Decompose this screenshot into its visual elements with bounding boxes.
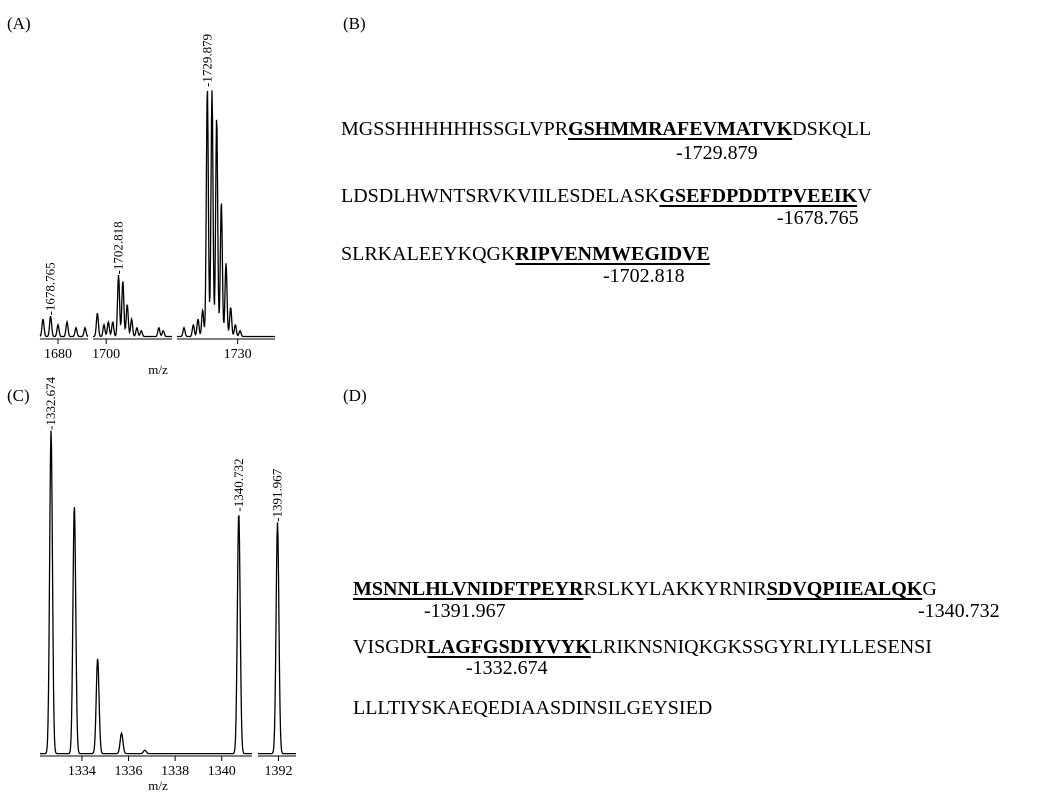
panel-label-b: (B) [343, 14, 366, 33]
x-tick-label: 1680 [44, 347, 72, 362]
sequence-text: SLRKALEEYKQGK [341, 243, 516, 265]
peak-annotation: -1729.879 [199, 34, 214, 87]
sequence-text: DSKQLL [792, 118, 872, 140]
panel-label-c: (C) [7, 386, 30, 405]
sequence-text: LDSDLHWNTSRVKVIILESDELASK [341, 185, 660, 207]
x-tick-label: 1336 [115, 764, 143, 779]
peak-annotation: -1340.732 [231, 459, 246, 512]
peptide-highlight: SDVQPIIEALQK [766, 578, 923, 600]
x-tick-label: 1700 [92, 347, 120, 362]
x-tick-label: 1340 [208, 764, 236, 779]
sequence-d-line-3: LLLTIYSKAEQEDIAASDINSILGEYSIED [353, 697, 713, 719]
peptide-mass-label: -1678.765 [777, 207, 859, 229]
sequence-text: V [857, 185, 872, 207]
peak-annotation: -1391.967 [270, 468, 285, 522]
peptide-mass-label: -1332.674 [466, 657, 548, 679]
sequence-text: MGSSHHHHHHSSGLVPR [341, 118, 569, 140]
peptide-highlight: GSHMMRAFEVMATVK [568, 118, 793, 140]
peak-annotation: -1678.765 [43, 262, 58, 315]
sequence-b-line-2: LDSDLHWNTSRVKVIILESDELASKGSEFDPDDTPVEEIK… [341, 185, 872, 208]
panel-label-a: (A) [7, 14, 31, 33]
peptide-mass-label: -1391.967 [424, 600, 506, 622]
sequence-d-line-2: VISGDRLAGFGSDIYVYKLRIKNSNIQKGKSSGYRLIYLL… [353, 636, 932, 659]
peptide-mass-label: -1729.879 [676, 142, 758, 164]
mass-spectrum-c: 1334 1336 1338 1340 1392 m/z -1332.674 -1340.73… [40, 376, 296, 793]
peptide-highlight: GSEFDPDDTPVEEIK [659, 185, 858, 207]
sequence-text: LRIKNSNIQKGKSSGYRLIYLLESENSI [590, 636, 932, 658]
spectrum-trace [177, 90, 275, 338]
spectrum-trace [258, 522, 296, 755]
x-tick-label: 1392 [264, 764, 292, 779]
x-axis-label: m/z [148, 778, 168, 793]
x-tick-label: 1730 [224, 347, 252, 362]
spectrum-trace [39, 315, 89, 338]
x-axis-label: m/z [148, 362, 168, 377]
sequence-text: G [922, 578, 937, 600]
peptide-highlight: MSNNLHLVNIDFTPEYR [353, 578, 584, 600]
panel-label-d: (D) [343, 386, 367, 405]
sequence-text: RSLKYLAKKYRNIR [583, 578, 767, 600]
sequence-b-line-3: SLRKALEEYKQGKRIPVENMWEGIDVE [341, 243, 710, 266]
sequence-b-line-1: MGSSHHHHHHSSGLVPRGSHMMRAFEVMATVKDSKQLL [341, 118, 871, 141]
mass-spectrum-a: 1680 1700 1730 m/z -1678.765 -1702.818 -1729.8… [39, 34, 275, 377]
peptide-highlight: RIPVENMWEGIDVE [515, 243, 710, 265]
sequence-text: VISGDR [353, 636, 428, 658]
peptide-highlight: LAGFGSDIYVYK [427, 636, 591, 658]
peak-annotation: -1332.674 [43, 376, 58, 430]
peptide-mass-label: -1702.818 [603, 265, 685, 287]
spectrum-trace [93, 274, 172, 338]
peak-annotation: -1702.818 [111, 221, 126, 274]
sequence-d-line-1: MSNNLHLVNIDFTPEYRRSLKYLAKKYRNIRSDVQPIIEA… [353, 578, 937, 601]
x-tick-label: 1338 [161, 764, 189, 779]
x-tick-label: 1334 [68, 764, 96, 779]
peptide-mass-label: -1340.732 [918, 600, 1000, 622]
spectrum-trace [40, 430, 252, 755]
